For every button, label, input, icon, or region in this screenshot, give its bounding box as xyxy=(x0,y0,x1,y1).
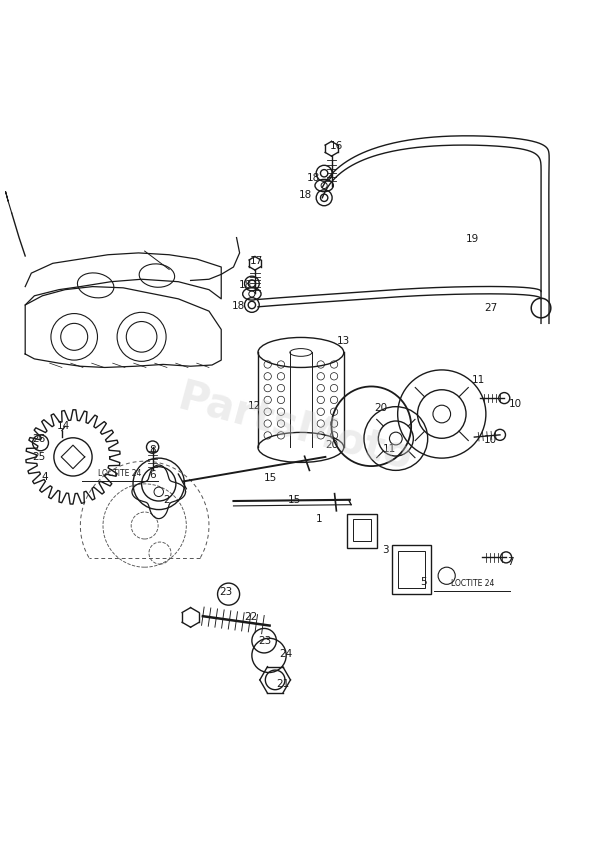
Text: 3: 3 xyxy=(382,545,389,555)
Bar xyxy=(353,519,371,541)
Text: 23: 23 xyxy=(220,587,233,597)
Text: 18: 18 xyxy=(239,280,252,291)
Text: LOCTITE 24: LOCTITE 24 xyxy=(98,469,142,478)
Text: 5: 5 xyxy=(420,577,427,587)
Text: 13: 13 xyxy=(337,335,351,345)
Text: 27: 27 xyxy=(484,303,497,313)
Text: 23: 23 xyxy=(258,635,272,646)
Text: 10: 10 xyxy=(509,399,522,410)
Text: 19: 19 xyxy=(466,233,479,244)
Text: LOCTITE 24: LOCTITE 24 xyxy=(451,579,494,588)
Text: 18: 18 xyxy=(231,301,245,311)
Text: 16: 16 xyxy=(330,141,343,150)
Text: 10: 10 xyxy=(484,434,497,445)
Text: 11: 11 xyxy=(383,444,396,454)
Text: 21: 21 xyxy=(276,679,289,688)
Text: 15: 15 xyxy=(263,473,277,483)
Text: 18: 18 xyxy=(299,190,313,200)
Text: 17: 17 xyxy=(250,256,263,266)
Text: 12: 12 xyxy=(248,401,262,411)
Text: 15: 15 xyxy=(288,495,301,504)
Text: 1: 1 xyxy=(316,515,322,524)
Bar xyxy=(392,545,432,594)
Text: 25: 25 xyxy=(32,452,45,462)
Text: 20: 20 xyxy=(374,403,387,413)
Text: 20: 20 xyxy=(325,439,338,450)
Text: 11: 11 xyxy=(472,374,485,385)
Text: 22: 22 xyxy=(244,612,257,622)
Text: 4: 4 xyxy=(42,471,48,481)
Text: 18: 18 xyxy=(306,173,320,183)
Text: 8: 8 xyxy=(149,445,156,455)
Text: 6: 6 xyxy=(149,470,156,481)
Text: PartsMoto: PartsMoto xyxy=(173,376,416,479)
Text: 2: 2 xyxy=(163,495,169,504)
Bar xyxy=(347,514,378,547)
Text: 24: 24 xyxy=(279,649,292,659)
Text: 7: 7 xyxy=(507,557,514,567)
Bar xyxy=(398,551,425,588)
Text: 14: 14 xyxy=(56,422,70,431)
Text: 26: 26 xyxy=(32,433,45,444)
